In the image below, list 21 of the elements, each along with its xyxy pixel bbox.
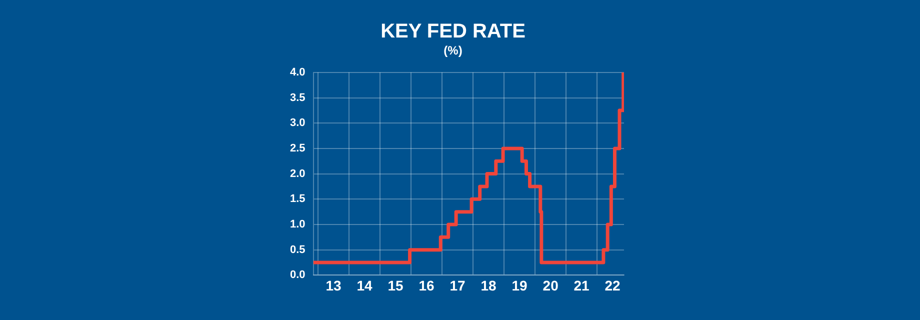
x-tick-label: 19	[512, 277, 528, 294]
chart-subtitle: (%)	[444, 44, 462, 58]
y-tick-label: 0.5	[290, 244, 306, 256]
x-tick-label: 20	[542, 277, 559, 294]
y-tick-label: 2.0	[290, 168, 306, 180]
x-tick-label: 18	[480, 277, 497, 294]
x-tick-label: 22	[604, 277, 621, 294]
y-tick-label: 1.0	[290, 218, 306, 231]
x-tick-label: 17	[450, 277, 466, 294]
y-tick-label: 4.0	[290, 66, 306, 78]
y-tick-label: 3.5	[290, 92, 306, 104]
y-tick-label: 3.0	[290, 117, 306, 130]
chart-title: KEY FED RATE	[380, 20, 526, 43]
y-tick-label: 1.5	[290, 193, 306, 206]
x-tick-label: 21	[574, 277, 590, 294]
x-tick-label: 13	[326, 277, 342, 294]
y-tick-label: 0.0	[290, 269, 306, 282]
x-tick-label: 15	[388, 277, 404, 294]
y-tick-label: 2.5	[290, 142, 306, 154]
x-tick-label: 16	[418, 277, 435, 294]
x-tick-label: 14	[356, 277, 372, 294]
